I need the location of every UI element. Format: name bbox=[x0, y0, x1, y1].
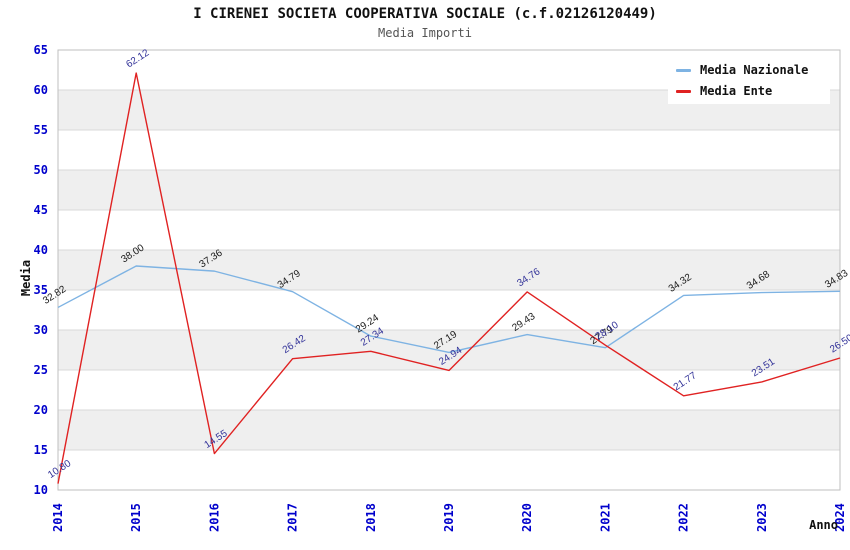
svg-text:45: 45 bbox=[34, 203, 48, 217]
legend-item-media-ente: Media Ente bbox=[676, 84, 822, 98]
svg-text:2020: 2020 bbox=[520, 503, 534, 532]
chart-legend: Media Nazionale Media Ente bbox=[668, 57, 830, 104]
svg-text:40: 40 bbox=[34, 243, 48, 257]
svg-text:2014: 2014 bbox=[51, 503, 65, 532]
legend-label-nazionale: Media Nazionale bbox=[700, 63, 809, 77]
svg-text:20: 20 bbox=[34, 403, 48, 417]
svg-text:60: 60 bbox=[34, 83, 48, 97]
svg-text:55: 55 bbox=[34, 123, 48, 137]
svg-text:2017: 2017 bbox=[286, 503, 300, 532]
svg-text:2021: 2021 bbox=[598, 503, 612, 532]
svg-text:2015: 2015 bbox=[129, 503, 143, 532]
legend-label-ente: Media Ente bbox=[700, 84, 773, 98]
svg-text:2024: 2024 bbox=[833, 503, 847, 532]
legend-swatch-nazionale-icon bbox=[676, 68, 691, 72]
svg-text:10: 10 bbox=[34, 483, 48, 497]
svg-text:21.77: 21.77 bbox=[672, 370, 699, 393]
legend-swatch-ente-icon bbox=[676, 89, 691, 93]
svg-text:25: 25 bbox=[34, 363, 48, 377]
svg-text:2023: 2023 bbox=[755, 503, 769, 532]
svg-text:2022: 2022 bbox=[677, 503, 691, 532]
svg-text:35: 35 bbox=[34, 283, 48, 297]
svg-text:50: 50 bbox=[34, 163, 48, 177]
chart-title: I CIRENEI SOCIETA COOPERATIVA SOCIALE (c… bbox=[193, 6, 657, 22]
svg-text:30: 30 bbox=[34, 323, 48, 337]
svg-text:15: 15 bbox=[34, 443, 48, 457]
svg-text:2019: 2019 bbox=[442, 503, 456, 532]
svg-text:2018: 2018 bbox=[364, 503, 378, 532]
svg-text:65: 65 bbox=[34, 43, 48, 57]
x-axis-title: Anno bbox=[809, 518, 838, 532]
chart-subtitle: Media Importi bbox=[378, 26, 472, 40]
y-axis-title: Media bbox=[19, 260, 33, 296]
legend-item-media-nazionale: Media Nazionale bbox=[676, 63, 822, 77]
svg-text:62.12: 62.12 bbox=[124, 47, 151, 70]
svg-text:2016: 2016 bbox=[207, 503, 221, 532]
